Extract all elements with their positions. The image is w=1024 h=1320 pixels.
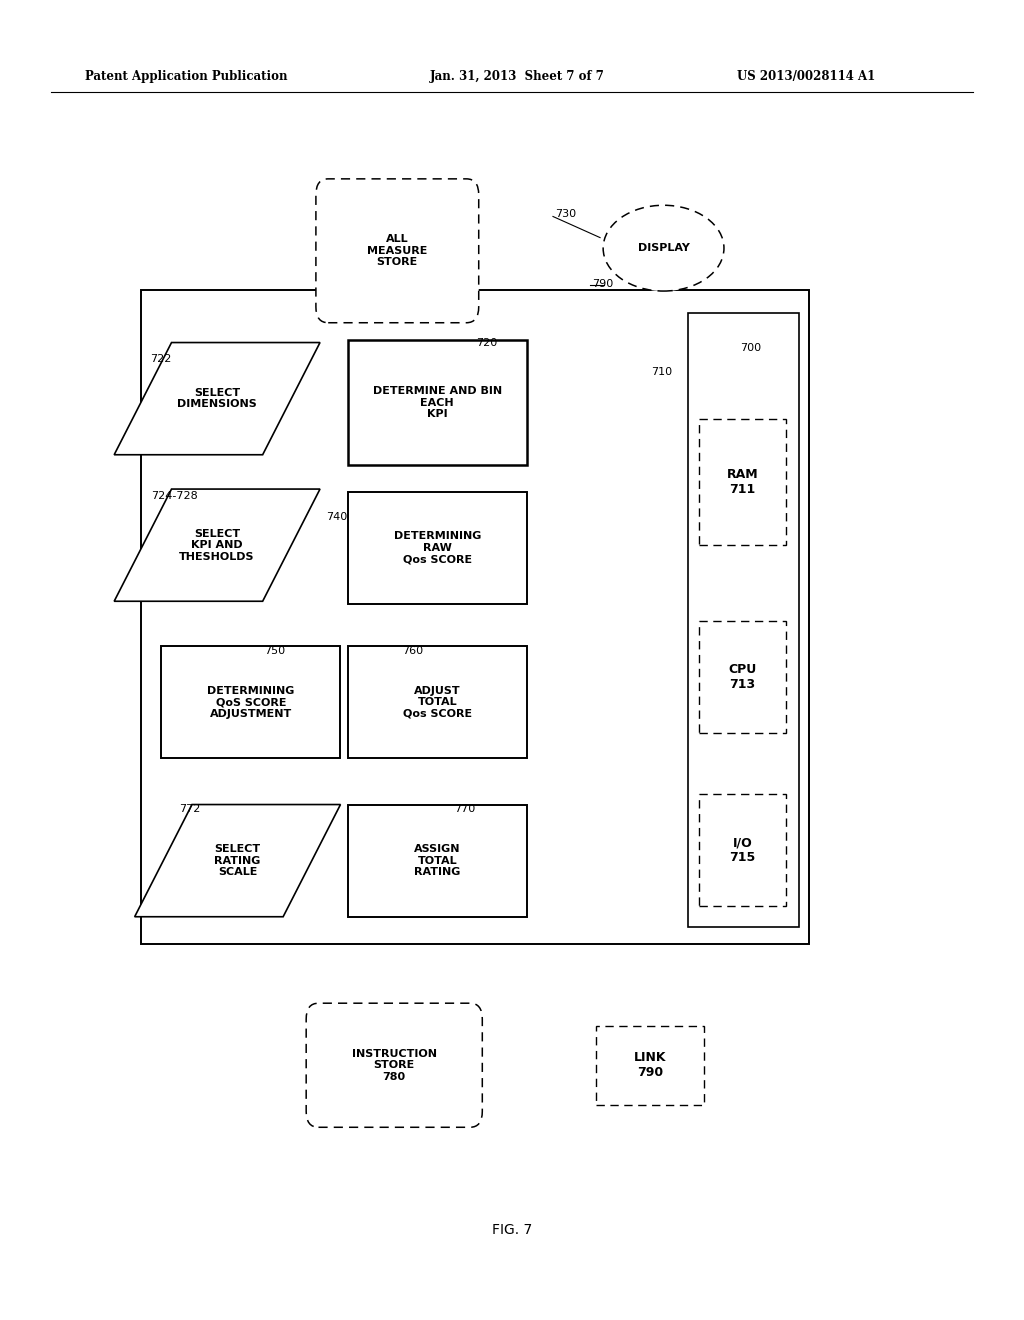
Text: US 2013/0028114 A1: US 2013/0028114 A1 xyxy=(737,70,876,83)
Text: 770: 770 xyxy=(454,804,475,814)
Text: ASSIGN
TOTAL
RATING: ASSIGN TOTAL RATING xyxy=(414,843,461,878)
Polygon shape xyxy=(135,805,340,916)
FancyBboxPatch shape xyxy=(306,1003,482,1127)
Text: 710: 710 xyxy=(651,367,673,378)
Text: 730: 730 xyxy=(555,209,577,219)
Bar xyxy=(348,804,526,916)
Bar xyxy=(348,492,526,605)
Text: DETERMINING
RAW
Qos SCORE: DETERMINING RAW Qos SCORE xyxy=(393,531,481,565)
Text: 722: 722 xyxy=(151,354,172,364)
Text: SELECT
KPI AND
THESHOLDS: SELECT KPI AND THESHOLDS xyxy=(179,528,255,562)
Bar xyxy=(141,290,809,944)
FancyBboxPatch shape xyxy=(315,178,479,322)
Text: DISPLAY: DISPLAY xyxy=(638,243,689,253)
Text: Patent Application Publication: Patent Application Publication xyxy=(85,70,288,83)
Text: DETERMINING
QoS SCORE
ADJUSTMENT: DETERMINING QoS SCORE ADJUSTMENT xyxy=(207,685,295,719)
Text: Jan. 31, 2013  Sheet 7 of 7: Jan. 31, 2013 Sheet 7 of 7 xyxy=(430,70,605,83)
Text: 724-728: 724-728 xyxy=(152,491,199,502)
Text: CPU
713: CPU 713 xyxy=(728,663,757,692)
Bar xyxy=(698,622,786,734)
Bar xyxy=(596,1026,705,1105)
Text: ALL
MEASURE
STORE: ALL MEASURE STORE xyxy=(368,234,427,268)
Text: 790: 790 xyxy=(592,279,613,289)
Text: FIG. 7: FIG. 7 xyxy=(492,1224,532,1237)
Bar xyxy=(348,341,526,466)
Bar xyxy=(698,795,786,906)
Text: DETERMINE AND BIN
EACH
KPI: DETERMINE AND BIN EACH KPI xyxy=(373,385,502,420)
Polygon shape xyxy=(115,343,319,454)
Bar xyxy=(162,645,340,758)
Polygon shape xyxy=(115,490,319,602)
Text: 740: 740 xyxy=(326,512,347,523)
Text: INSTRUCTION
STORE
780: INSTRUCTION STORE 780 xyxy=(351,1048,437,1082)
Ellipse shape xyxy=(603,205,724,290)
Text: 760: 760 xyxy=(402,645,424,656)
Bar xyxy=(698,420,786,544)
Text: 700: 700 xyxy=(740,343,762,354)
Bar xyxy=(688,313,799,927)
Text: RAM
711: RAM 711 xyxy=(727,467,758,496)
Text: 750: 750 xyxy=(264,645,286,656)
Text: 720: 720 xyxy=(476,338,498,348)
Text: ADJUST
TOTAL
Qos SCORE: ADJUST TOTAL Qos SCORE xyxy=(402,685,472,719)
Text: SELECT
RATING
SCALE: SELECT RATING SCALE xyxy=(214,843,261,878)
Text: LINK
790: LINK 790 xyxy=(634,1051,667,1080)
Text: SELECT
DIMENSIONS: SELECT DIMENSIONS xyxy=(177,388,257,409)
Text: 772: 772 xyxy=(179,804,201,814)
Text: I/O
715: I/O 715 xyxy=(729,836,756,865)
Bar xyxy=(348,645,526,758)
